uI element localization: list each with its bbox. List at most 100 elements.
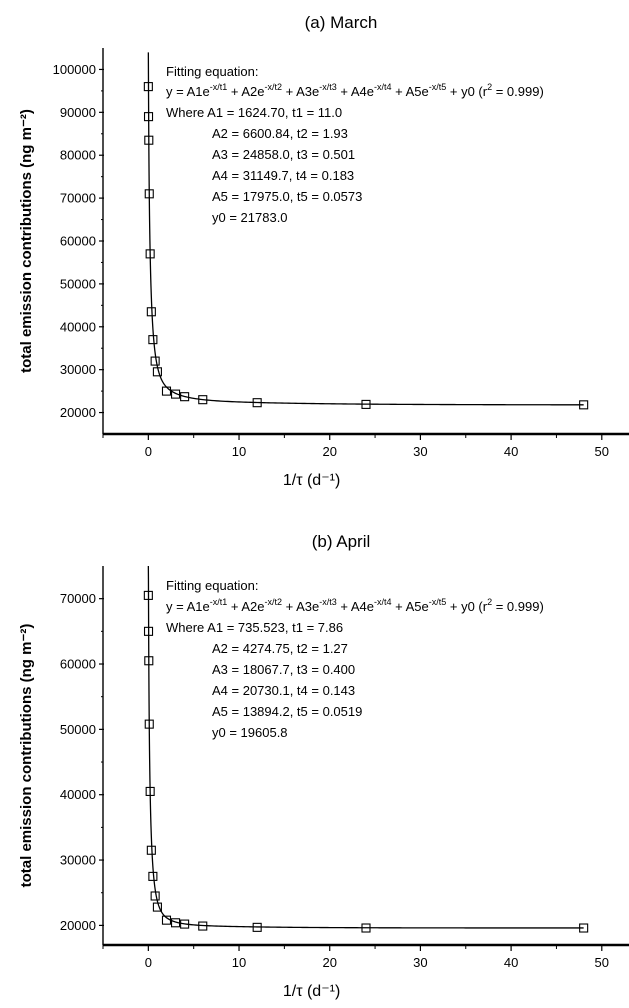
data-point bbox=[361, 923, 371, 933]
data-point bbox=[198, 921, 208, 931]
x-tick-label: 10 bbox=[232, 444, 246, 459]
x-tick-label: 20 bbox=[322, 444, 336, 459]
y-tick-label: 50000 bbox=[60, 722, 96, 737]
data-point bbox=[150, 356, 160, 366]
axes: 20000 30000 40000 50000 60000 70000 0 10 20 30 40 5… bbox=[18, 566, 629, 1000]
y-tick-label: 50000 bbox=[60, 276, 96, 291]
y-tick-label: 100000 bbox=[53, 62, 96, 77]
fit-param-line: Where A1 = 735.523, t1 = 7.86 bbox=[166, 620, 343, 635]
chart-title: (a) March bbox=[305, 13, 378, 32]
x-tick-label: 50 bbox=[595, 955, 609, 970]
eq-exp: -x/t5 bbox=[429, 82, 447, 92]
data-point bbox=[579, 400, 589, 410]
eq-exp: 2 bbox=[487, 82, 492, 92]
data-marks bbox=[143, 565, 589, 933]
data-point bbox=[144, 135, 154, 145]
fit-param-line: A5 = 13894.2, t5 = 0.0519 bbox=[212, 704, 362, 719]
data-point bbox=[198, 395, 208, 405]
fit-param-line: A4 = 31149.7, t4 = 0.183 bbox=[212, 168, 354, 183]
eq-exp: -x/t3 bbox=[319, 597, 337, 607]
data-point bbox=[148, 871, 158, 881]
chart-panel-march: (a) March 20000 30000 40000 50000 60000 70000… bbox=[18, 13, 629, 489]
fit-curve bbox=[147, 565, 584, 929]
fit-param-line: y0 = 21783.0 bbox=[212, 210, 288, 225]
eq-part: + A3e bbox=[282, 599, 319, 614]
data-point bbox=[252, 922, 262, 932]
eq-exp: -x/t4 bbox=[374, 597, 392, 607]
eq-part: + A2e bbox=[227, 599, 264, 614]
x-tick-label: 0 bbox=[145, 444, 152, 459]
x-tick-label: 40 bbox=[504, 444, 518, 459]
y-axis-label: total emission contributions (ng m⁻²) bbox=[18, 109, 35, 373]
data-point bbox=[161, 386, 172, 396]
fit-param-line: A2 = 4274.75, t2 = 1.27 bbox=[212, 641, 348, 656]
eq-part: + A5e bbox=[392, 599, 429, 614]
fit-param-line: A5 = 17975.0, t5 = 0.0573 bbox=[212, 189, 362, 204]
eq-part: + A3e bbox=[282, 84, 319, 99]
eq-part: + A5e bbox=[392, 84, 429, 99]
data-point bbox=[144, 189, 154, 199]
eq-exp: -x/t1 bbox=[210, 82, 228, 92]
x-axis-label: 1/τ (d⁻¹) bbox=[283, 983, 340, 1000]
data-point bbox=[361, 399, 371, 409]
data-point bbox=[150, 891, 160, 901]
y-tick-label: 70000 bbox=[60, 191, 96, 206]
x-tick-label: 20 bbox=[322, 955, 336, 970]
fit-heading: Fitting equation: bbox=[166, 578, 259, 593]
eq-part: y = A1e bbox=[166, 84, 210, 99]
eq-exp: -x/t4 bbox=[374, 82, 392, 92]
x-axis-label: 1/τ (d⁻¹) bbox=[283, 472, 340, 489]
data-point bbox=[161, 915, 172, 925]
fit-param-line: A3 = 18067.7, t3 = 0.400 bbox=[212, 662, 355, 677]
fit-param-line: A4 = 20730.1, t4 = 0.143 bbox=[212, 683, 355, 698]
x-tick-label: 0 bbox=[145, 955, 152, 970]
data-point bbox=[143, 82, 153, 92]
data-point bbox=[252, 398, 262, 408]
y-tick-label: 90000 bbox=[60, 105, 96, 120]
data-point bbox=[579, 923, 589, 933]
fit-param-line: A3 = 24858.0, t3 = 0.501 bbox=[212, 147, 355, 162]
eq-exp: 2 bbox=[487, 597, 492, 607]
data-point bbox=[144, 719, 154, 729]
data-point bbox=[152, 367, 162, 377]
data-point bbox=[145, 786, 155, 796]
y-tick-label: 70000 bbox=[60, 591, 96, 606]
chart-panel-april: (b) April 20000 30000 40000 50000 60000 70000… bbox=[18, 532, 629, 1000]
data-point bbox=[144, 656, 154, 666]
data-marks bbox=[143, 52, 589, 410]
y-tick-label: 60000 bbox=[60, 234, 96, 249]
data-point bbox=[145, 249, 155, 259]
data-point bbox=[143, 112, 154, 122]
fit-param-line: y0 = 19605.8 bbox=[212, 725, 288, 740]
fit-param-line: Where A1 = 1624.70, t1 = 11.0 bbox=[166, 105, 342, 120]
data-point bbox=[143, 626, 154, 636]
y-tick-label: 20000 bbox=[60, 405, 96, 420]
chart-title: (b) April bbox=[312, 532, 371, 551]
x-tick-label: 40 bbox=[504, 955, 518, 970]
data-point bbox=[143, 590, 153, 600]
y-tick-label: 40000 bbox=[60, 787, 96, 802]
y-tick-label: 40000 bbox=[60, 319, 96, 334]
fitting-annotation: Fitting equation: y = A1e-x/t1 + A2e-x/t… bbox=[166, 578, 544, 740]
y-axis-label: total emission contributions (ng m⁻²) bbox=[18, 624, 35, 888]
data-point bbox=[171, 389, 181, 399]
fit-equation: y = A1e-x/t1 + A2e-x/t2 + A3e-x/t3 + A4e… bbox=[166, 82, 544, 99]
fit-heading: Fitting equation: bbox=[166, 64, 259, 79]
eq-part: + A4e bbox=[337, 599, 374, 614]
eq-part: y = A1e bbox=[166, 599, 210, 614]
eq-exp: -x/t2 bbox=[264, 597, 282, 607]
axes: 20000 30000 40000 50000 60000 70000 80000 90000… bbox=[18, 48, 629, 489]
fit-curve bbox=[147, 52, 584, 406]
data-point bbox=[146, 845, 156, 855]
eq-exp: -x/t3 bbox=[319, 82, 337, 92]
data-point bbox=[148, 335, 158, 345]
x-tick-label: 50 bbox=[595, 444, 609, 459]
eq-part: = 0.999) bbox=[492, 599, 544, 614]
fit-equation: y = A1e-x/t1 + A2e-x/t2 + A3e-x/t3 + A4e… bbox=[166, 597, 544, 614]
y-tick-label: 30000 bbox=[60, 853, 96, 868]
y-tick-label: 80000 bbox=[60, 148, 96, 163]
fit-param-line: A2 = 6600.84, t2 = 1.93 bbox=[212, 126, 348, 141]
data-point bbox=[180, 919, 190, 929]
eq-part: + y0 (r bbox=[446, 84, 487, 99]
